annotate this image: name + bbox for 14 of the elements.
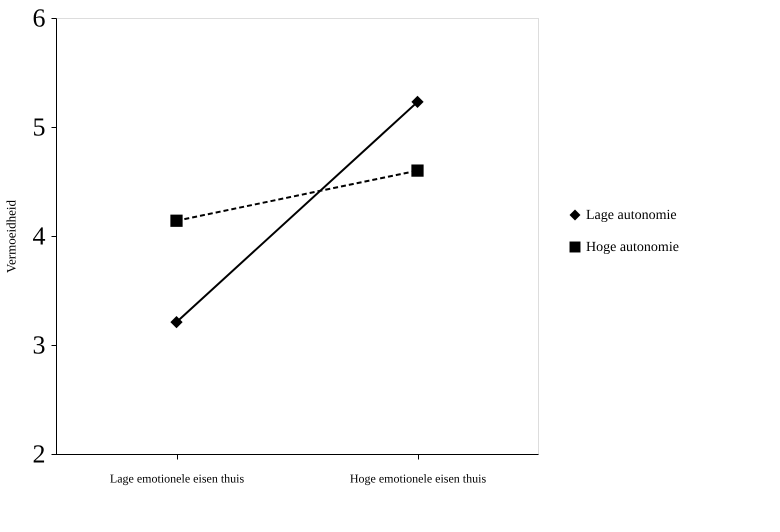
point: [411, 96, 424, 108]
y-tick-label: 2: [32, 440, 46, 468]
point: [411, 164, 424, 177]
y-axis-title: Vermoeidheid: [4, 200, 18, 273]
legend-label: Lage autonomie: [586, 208, 677, 223]
y-tick-label: 4: [32, 222, 46, 250]
y-tick-label: 3: [32, 330, 46, 360]
x-tick-label: Lage emotionele eisen thuis: [110, 472, 244, 486]
y-tick-label: 6: [32, 4, 46, 32]
legend-label: Hoge autonomie: [586, 240, 679, 255]
point: [170, 316, 183, 328]
y-tick-label: 5: [32, 112, 46, 142]
x-tick-label: Hoge emotionele eisen thuis: [350, 472, 486, 486]
point: [170, 214, 183, 227]
